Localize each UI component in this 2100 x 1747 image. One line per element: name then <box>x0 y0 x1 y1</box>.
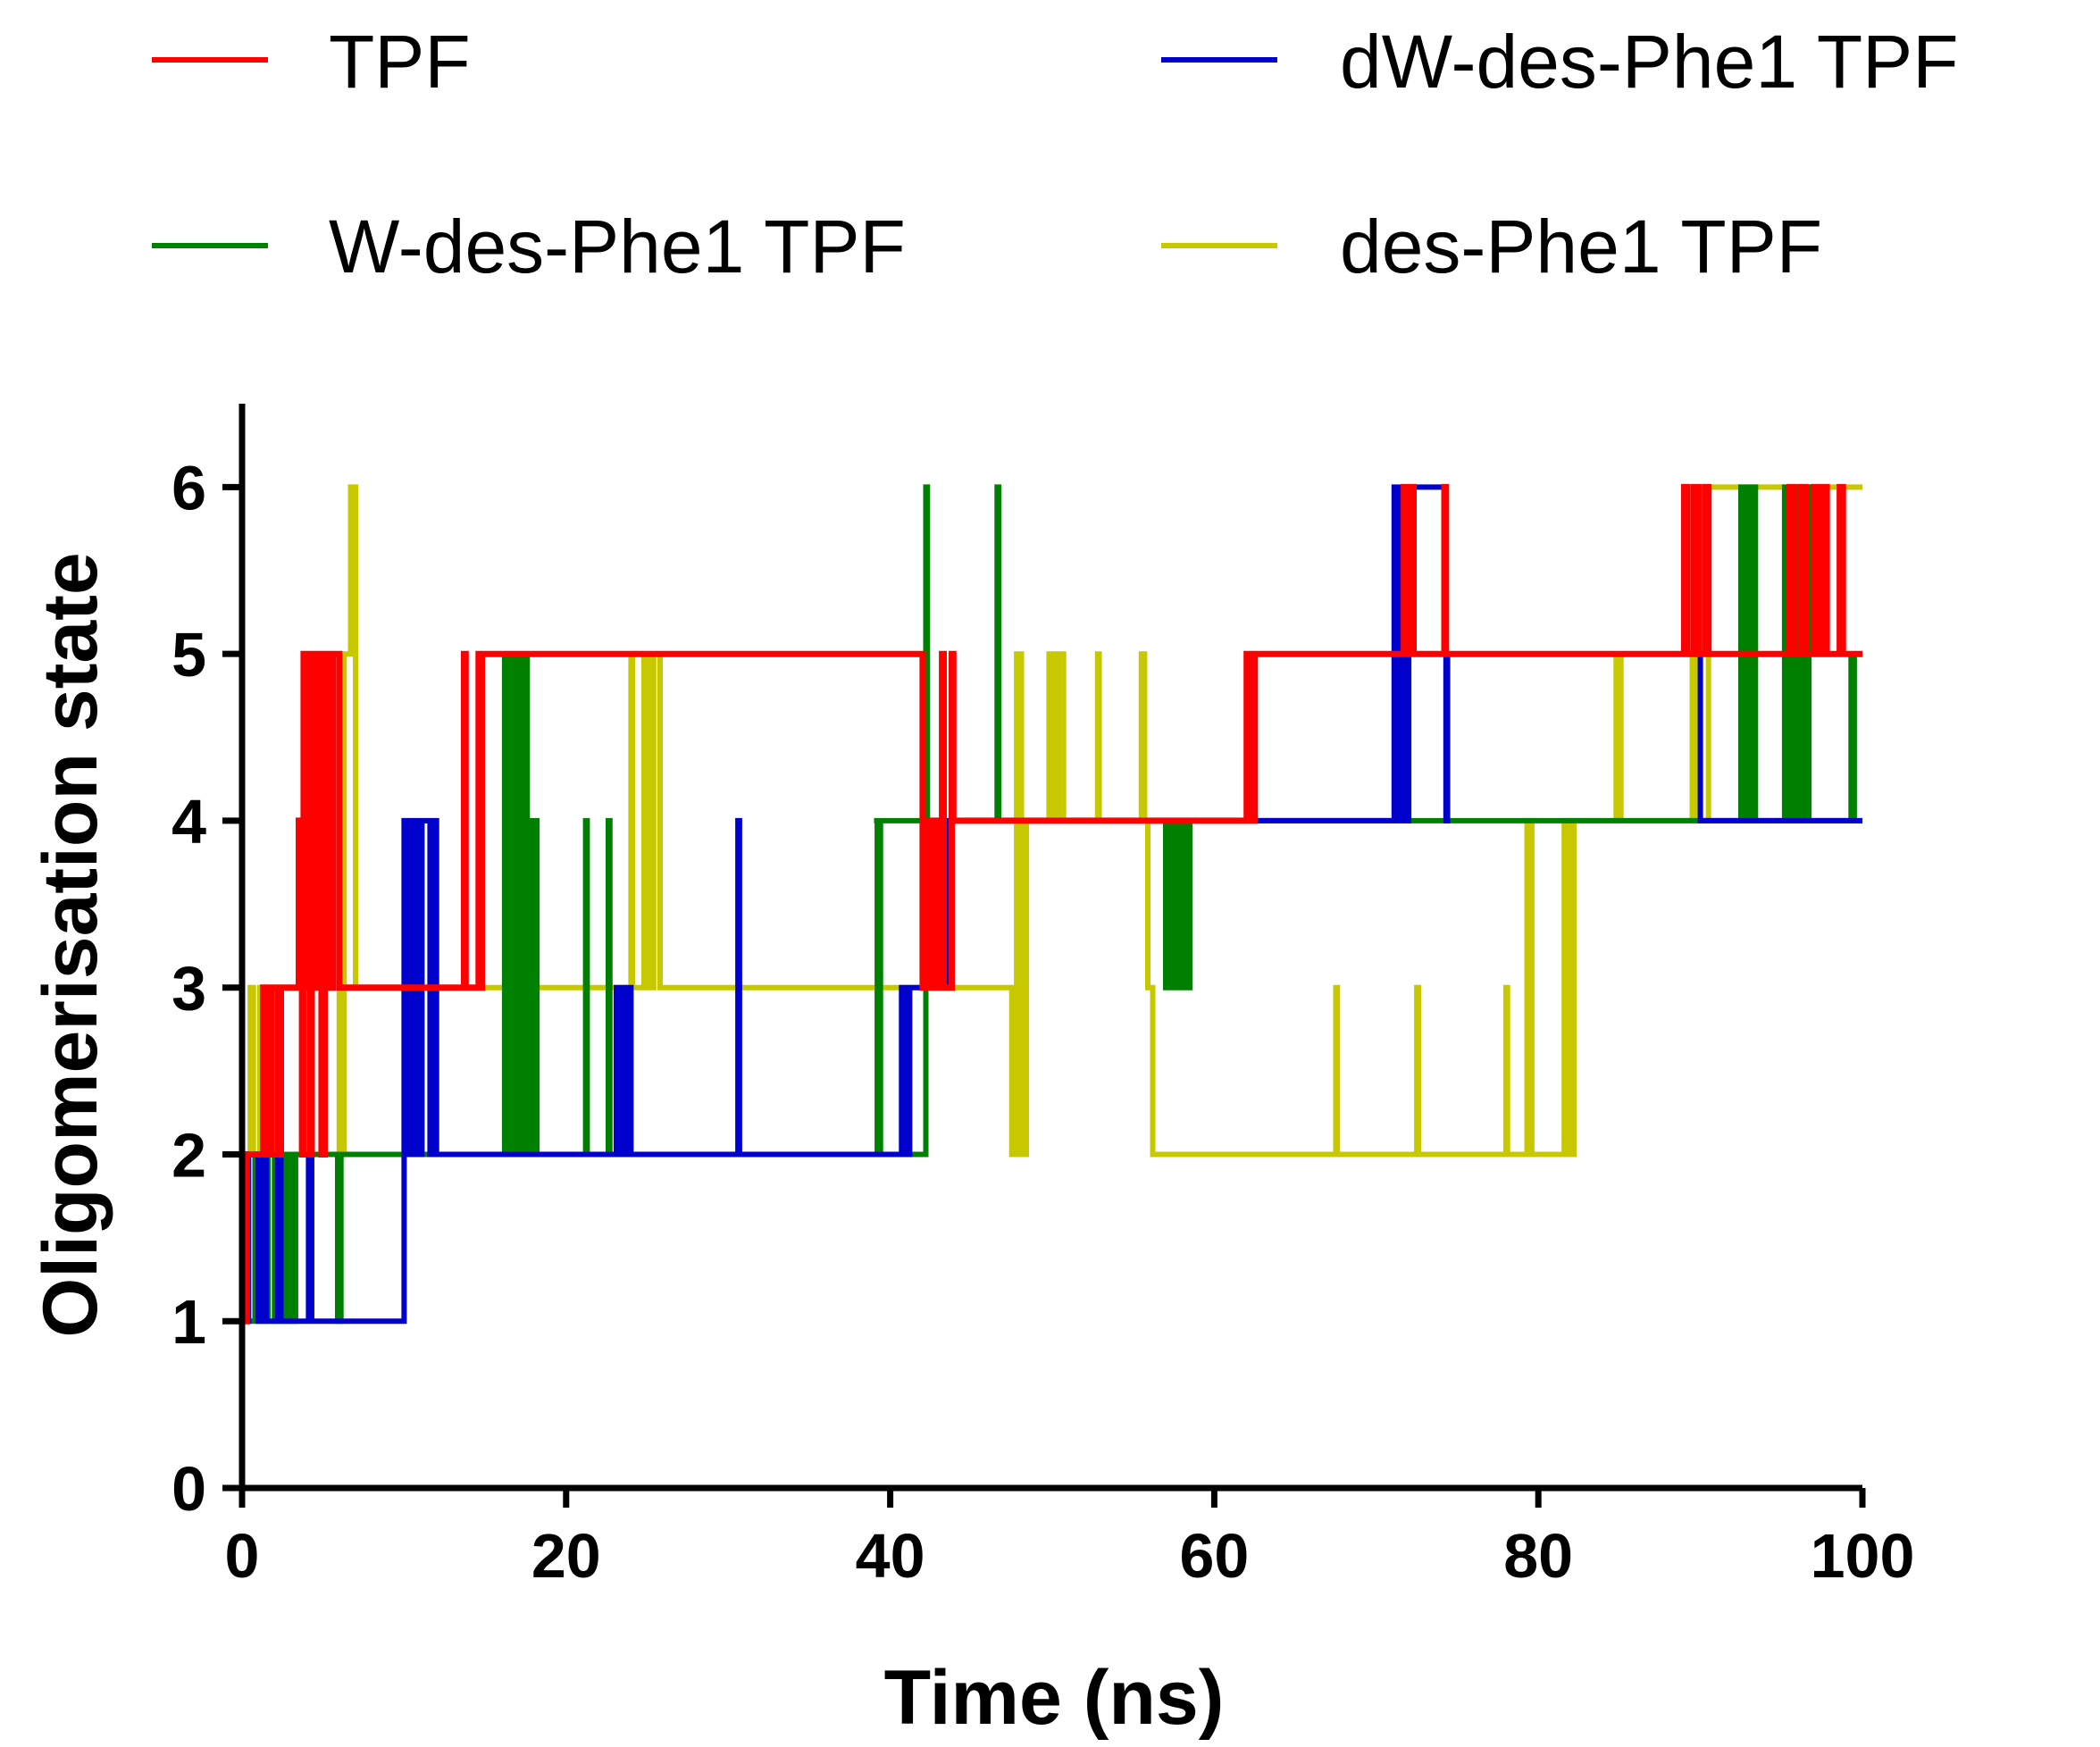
legend: TPF dW-des-Phe1 TPF W-des-Phe1 TPF des-P… <box>152 20 1959 288</box>
y-tick-label: 1 <box>172 1287 206 1357</box>
y-tick-label: 2 <box>172 1120 206 1190</box>
legend-label-des-phe1-tpf: des-Phe1 TPF <box>1340 205 1822 288</box>
x-tick-label: 100 <box>1811 1521 1915 1591</box>
legend-label-tpf: TPF <box>329 20 471 104</box>
x-tick-label: 60 <box>1179 1521 1249 1591</box>
x-axis-title: Time (ns) <box>884 1655 1225 1741</box>
series-line-tpf <box>242 483 1862 1325</box>
y-tick-label: 3 <box>172 954 206 1024</box>
legend-item-des-phe1-tpf: des-Phe1 TPF <box>1161 205 1822 288</box>
series-line-w-des-phe1-tpf <box>242 484 1862 1325</box>
axes <box>238 404 1862 1492</box>
x-tick-label: 40 <box>856 1521 925 1591</box>
plot-area <box>242 483 1862 1325</box>
legend-item-tpf: TPF <box>152 20 471 104</box>
y-tick-label: 0 <box>172 1454 206 1524</box>
legend-label-w-des-phe1-tpf: W-des-Phe1 TPF <box>329 205 906 288</box>
legend-item-w-des-phe1-tpf: W-des-Phe1 TPF <box>152 205 906 288</box>
y-axis-title: Oligomerisation state <box>28 552 113 1337</box>
legend-item-dw-des-phe1-tpf: dW-des-Phe1 TPF <box>1161 20 1959 104</box>
x-tick-label: 20 <box>531 1521 601 1591</box>
y-tick-label: 5 <box>172 620 206 690</box>
y-ticks: 0 1 2 3 4 5 6 <box>172 453 242 1524</box>
legend-label-dw-des-phe1-tpf: dW-des-Phe1 TPF <box>1340 20 1959 104</box>
x-tick-label: 80 <box>1503 1521 1573 1591</box>
y-tick-label: 6 <box>172 453 206 522</box>
series-line-dw-des-phe1-tpf <box>242 484 1862 1325</box>
y-tick-label: 4 <box>172 787 206 857</box>
x-tick-label: 0 <box>225 1521 260 1591</box>
x-ticks: 0 20 40 60 80 100 <box>225 1488 1915 1591</box>
